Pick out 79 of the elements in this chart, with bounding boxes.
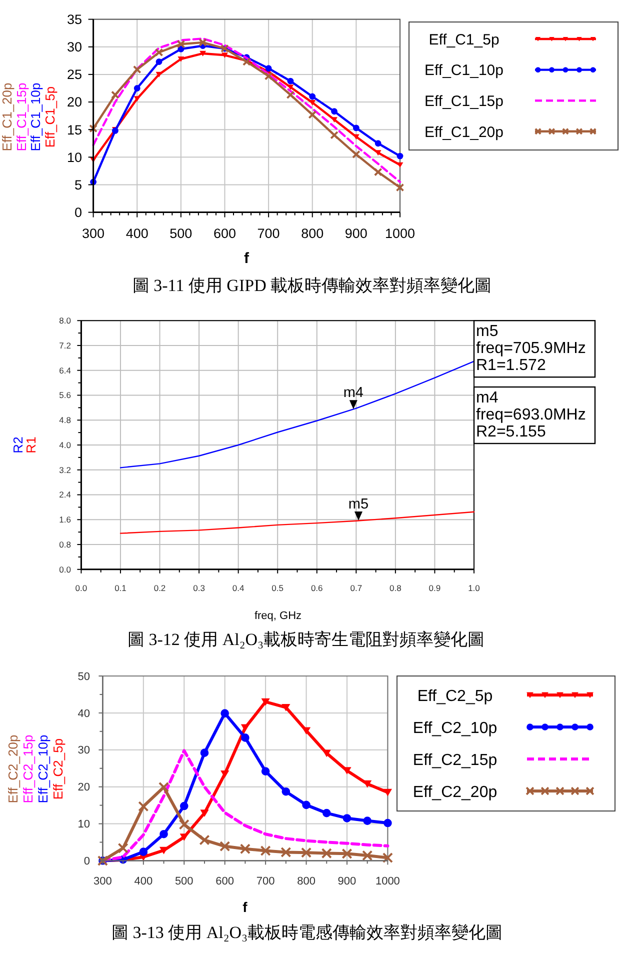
y-tick-label: 30 [66,40,82,55]
annotation: m5 [348,496,369,513]
x-tick-label: 300 [94,876,112,888]
y-tick-label: 6.4 [59,365,72,376]
y-tick-label: 10 [78,818,90,831]
y-tick-label: 2.4 [59,490,72,500]
x-tick-label: 1000 [375,876,400,888]
text: R1 [24,436,38,454]
x-tick-label: 1000 [384,226,416,241]
y-tick-label: 35 [66,12,82,28]
text: Eff_C1_5p [42,86,58,148]
x-tick-label: 700 [256,876,275,888]
x-tick-label: 900 [344,226,368,241]
y-tick-label: 0.8 [59,539,72,550]
y-tick-label: 40 [78,708,90,720]
y-tick-label: 8.0 [59,316,72,326]
legend-label: Eff_C2_5p [417,688,493,705]
y-tick-label: 20 [78,782,90,794]
legend-label: Eff_C1_20p [424,124,504,141]
legend-label: Eff_C2_10p [412,720,498,737]
text: Eff_C2_10p [36,734,50,804]
y-tick-label: 15 [66,122,82,138]
x-tick-label: 0.8 [390,583,402,593]
legend-label: Eff_C1_5p [428,31,500,48]
y-tick-label: 5 [74,177,82,192]
y-tick-label: 0 [74,205,82,220]
legend-label: Eff_C1_15p [424,93,504,110]
text: Eff_C2_20p [6,734,20,804]
x-tick-label: 800 [301,226,324,241]
y-tick-label: 4.0 [59,440,72,450]
y-tick-label: 50 [78,670,90,683]
x-tick-label: 500 [170,226,192,241]
y-tick-label: 30 [78,744,90,757]
annotation: m4 [343,385,364,402]
caption: 圖 3-11 使用 GIPD 載板時傳輸效率對頻率變化圖 [132,276,492,295]
caption: 圖 3-12 使用 Al₂O₃載板時寄生電阻對頻率變化圖 [127,630,485,649]
x-tick-label: 0.3 [193,583,206,593]
x-tick-label: 300 [82,226,105,241]
y-tick-label: 5.6 [59,390,72,400]
x-tick-label: 0.5 [272,583,284,593]
x-tick-label: 0.6 [310,583,324,593]
x-axis-title: f [244,250,250,267]
text: Eff_C1_15p [14,82,29,152]
legend-label: Eff_C2_20p [412,784,498,801]
x-tick-label: 600 [213,226,236,241]
y-tick-label: 10 [66,150,82,165]
text: Eff_C1_20p [0,82,15,152]
x-tick-label: 0.1 [114,583,127,593]
marker-readout: m5 freq=705.9MHz R1=1.572 [473,320,596,378]
legend-label: Eff_C2_15p [412,752,498,769]
x-tick-label: 0.7 [350,583,362,593]
text: R2 [10,436,26,454]
y-tick-label: 25 [66,67,82,82]
x-axis-title: f [242,899,248,915]
x-tick-label: 1.0 [468,583,480,593]
x-axis-title: freq, GHz [254,610,302,622]
text: Eff_C2_5p [50,738,66,800]
caption: 圖 3-13 使用 Al₂O₃載板時電感傳輸效率對頻率變化圖 [111,923,503,942]
y-tick-label: 4.8 [59,415,72,426]
y-tick-label: 0.0 [59,564,72,574]
x-tick-label: 900 [338,876,356,888]
y-tick-label: 0 [84,856,90,868]
x-tick-label: 0.9 [428,583,441,593]
x-tick-label: 600 [216,876,234,888]
x-tick-label: 0.2 [154,583,166,593]
x-tick-label: 0.4 [232,583,244,593]
text: Eff_C1_10p [28,82,44,152]
y-tick-label: 7.2 [59,340,72,350]
marker-readout: m4 freq=693.0MHz R2=5.155 [473,386,596,444]
x-tick-label: 800 [297,876,316,888]
x-tick-label: 400 [134,876,153,888]
y-tick-label: 20 [66,94,82,110]
x-tick-label: 700 [257,226,280,241]
text: Eff_C2_15p [20,734,36,804]
legend-label: Eff_C1_10p [424,62,504,80]
y-tick-label: 3.2 [59,464,72,475]
x-tick-label: 400 [126,226,148,241]
x-tick-label: 500 [174,876,194,888]
y-tick-label: 1.6 [59,514,72,525]
